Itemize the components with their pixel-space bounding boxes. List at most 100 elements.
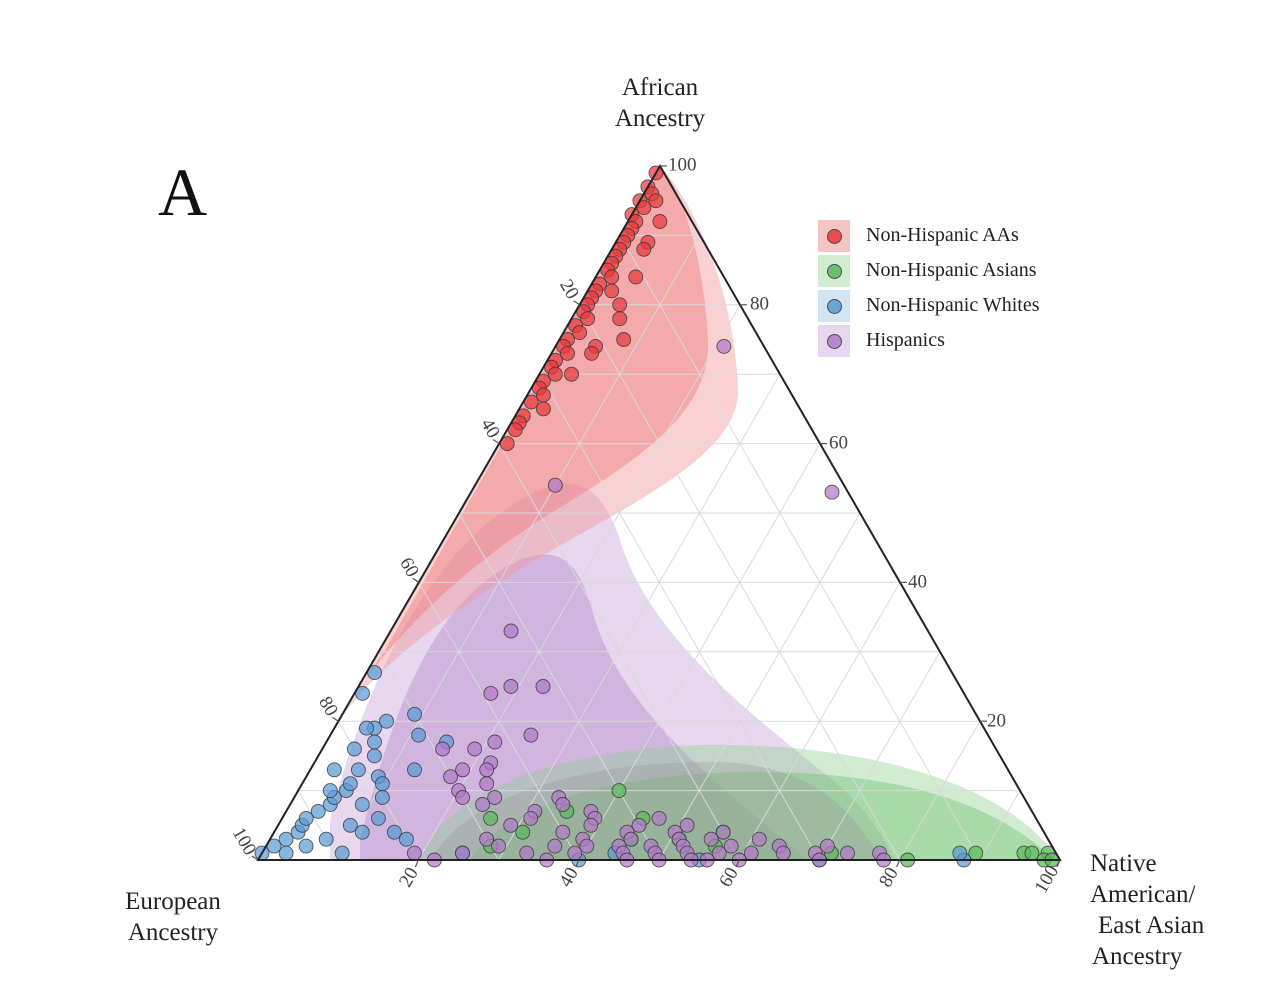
point-3-49 xyxy=(819,838,835,854)
point-2-19 xyxy=(367,734,382,750)
point-2-16 xyxy=(350,762,366,778)
point-3-9 xyxy=(435,741,451,757)
tick-top-80: 80 xyxy=(750,293,769,314)
point-3-12 xyxy=(455,762,471,778)
point-3-7 xyxy=(523,727,539,743)
tick-bottom-40: 40 xyxy=(555,864,583,891)
point-2-26 xyxy=(374,776,390,792)
point-3-47 xyxy=(723,838,739,854)
point-3-21 xyxy=(555,797,571,812)
point-2-21 xyxy=(379,713,394,729)
point-0-19 xyxy=(628,269,644,285)
point-3-17 xyxy=(455,790,471,805)
legend-label-aas: Non-Hispanic AAs xyxy=(866,224,1019,246)
tick-mark-bottom-100 xyxy=(1056,859,1061,868)
point-3-40 xyxy=(751,831,767,847)
axis-title-right: Native American/ East Asian Ancestry xyxy=(1090,848,1230,972)
point-2-30 xyxy=(346,741,362,757)
grid-line-european-30 xyxy=(538,373,820,861)
axis-title-top-line-2: Ancestry xyxy=(614,105,706,132)
point-3-43 xyxy=(579,838,595,854)
legend: Non-Hispanic AAs Non-Hispanic Asians Non… xyxy=(818,218,1040,358)
tick-mark-left-40 xyxy=(492,439,500,445)
axis-title-left: European Ancestry xyxy=(98,886,248,948)
axis-title-right-line-1: Native xyxy=(1090,850,1157,877)
point-3-4 xyxy=(503,679,519,694)
point-3-1 xyxy=(824,484,840,500)
legend-label-hispanics: Hispanics xyxy=(866,329,945,351)
point-2-23 xyxy=(411,727,427,743)
grid-line-european-60 xyxy=(418,582,580,861)
legend-item-aas: Non-Hispanic AAs xyxy=(818,218,1040,253)
point-3-31 xyxy=(555,824,571,840)
point-2-15 xyxy=(342,776,358,792)
point-3-42 xyxy=(547,838,563,854)
tick-mark-bottom-40 xyxy=(575,859,580,868)
point-3-15 xyxy=(479,776,495,792)
grid-line-native-30 xyxy=(498,373,781,861)
tick-bottom-20: 20 xyxy=(395,864,423,891)
grid-line-native-10 xyxy=(337,235,701,861)
point-3-41 xyxy=(491,838,507,854)
point-2-32 xyxy=(322,783,338,799)
legend-key-hispanics xyxy=(818,324,850,357)
point-2-8 xyxy=(318,831,334,847)
point-3-51 xyxy=(455,845,470,861)
point-0-28 xyxy=(612,311,628,327)
point-2-24 xyxy=(407,706,423,722)
point-3-57 xyxy=(711,845,727,861)
point-3-14 xyxy=(443,769,459,785)
point-0-38 xyxy=(564,366,579,382)
grid-line-european-70 xyxy=(378,651,500,861)
panel-label: A xyxy=(158,154,208,230)
point-2-9 xyxy=(310,803,326,819)
axis-title-right-line-3: East Asian xyxy=(1098,912,1205,939)
region-grey-overlap xyxy=(430,761,880,860)
point-2-3 xyxy=(278,831,294,847)
point-3-3 xyxy=(503,623,519,639)
point-2-38 xyxy=(398,831,414,847)
tick-top-40: 40 xyxy=(908,571,927,592)
tick-mark-bottom-60 xyxy=(735,859,740,868)
density-regions xyxy=(330,166,1060,860)
grid-line-native-60 xyxy=(738,582,901,861)
point-3-59 xyxy=(775,845,791,861)
tick-mark-bottom-20 xyxy=(414,859,419,868)
point-3-34 xyxy=(715,824,731,840)
point-0-43 xyxy=(535,401,551,417)
point-3-13 xyxy=(479,762,495,778)
point-2-5 xyxy=(298,838,314,854)
axis-title-top: African Ancestry xyxy=(560,72,760,134)
point-2-36 xyxy=(386,824,402,840)
point-3-37 xyxy=(623,831,639,847)
point-1-15 xyxy=(483,810,499,826)
tick-left-20: 20 xyxy=(555,276,583,303)
legend-key-asians xyxy=(818,254,850,287)
point-3-52 xyxy=(519,845,535,861)
point-1-16 xyxy=(515,824,531,840)
point-2-29 xyxy=(359,720,374,736)
grid-line-european-90 xyxy=(297,790,339,861)
grid-line-european-50 xyxy=(458,512,660,861)
legend-key-whites xyxy=(818,289,850,322)
tick-mark-left-20 xyxy=(573,300,580,306)
point-3-29 xyxy=(631,817,647,833)
point-0-41 xyxy=(535,387,551,403)
tick-bottom-60: 60 xyxy=(715,864,743,891)
grid-line-native-70 xyxy=(818,651,941,861)
axis-title-right-line-2: American/ xyxy=(1090,881,1196,908)
point-0-30 xyxy=(572,325,588,341)
grid-line-native-90 xyxy=(979,790,1021,861)
point-3-50 xyxy=(406,845,422,861)
data-points xyxy=(254,165,1060,868)
tick-left-40: 40 xyxy=(476,415,504,442)
point-2-45 xyxy=(952,845,968,861)
point-3-30 xyxy=(679,817,695,833)
ternary-grid xyxy=(297,234,1021,861)
series-2 xyxy=(254,665,972,868)
point-0-34 xyxy=(560,345,575,361)
point-0-27 xyxy=(580,311,596,327)
point-2-34 xyxy=(370,810,386,826)
tick-left-80: 80 xyxy=(314,693,342,720)
